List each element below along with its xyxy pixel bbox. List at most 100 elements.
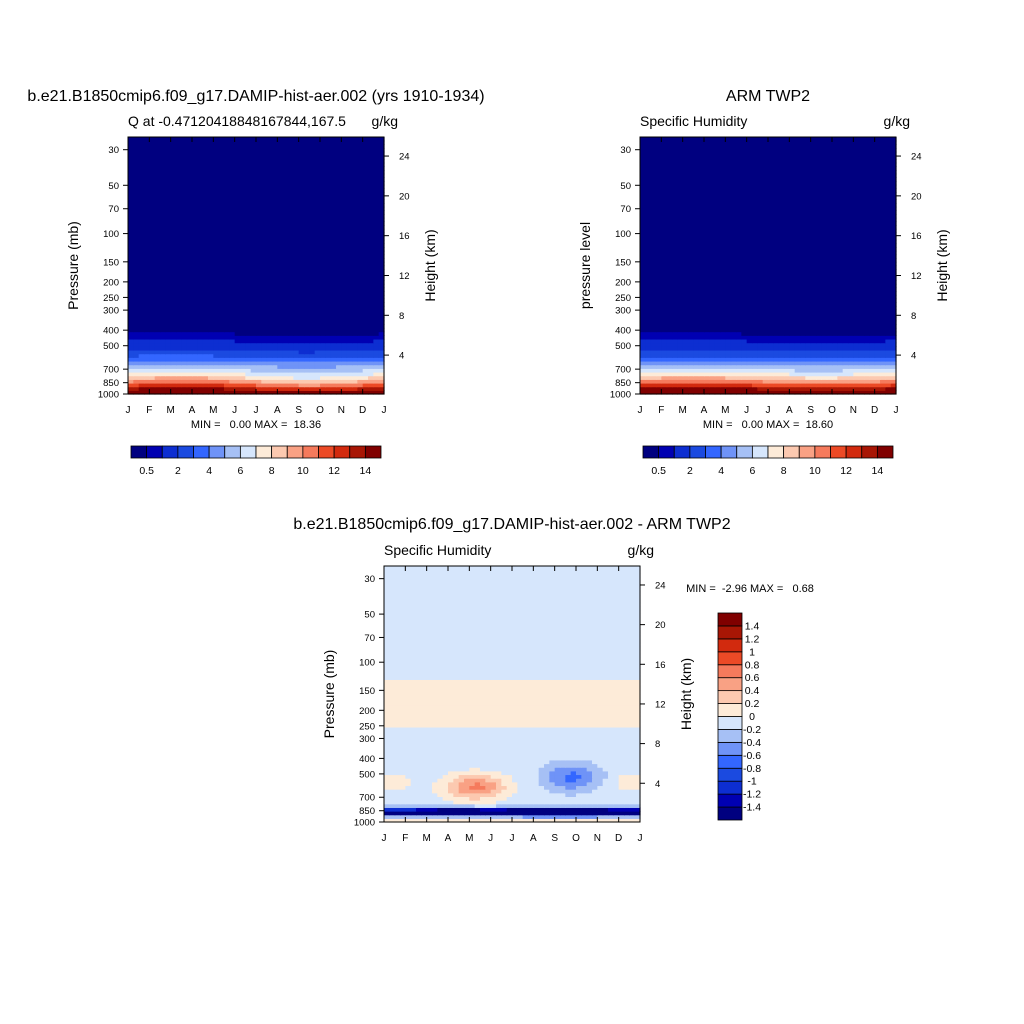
field-cell xyxy=(650,371,657,377)
field-cell xyxy=(304,302,310,307)
field-cell xyxy=(272,353,278,358)
field-cell xyxy=(762,342,769,347)
field-cell xyxy=(176,324,182,329)
field-cell xyxy=(768,371,774,377)
field-cell xyxy=(832,302,838,307)
field-cell xyxy=(688,346,694,351)
field-cell xyxy=(309,335,316,340)
field-cell xyxy=(272,338,278,344)
field-cell xyxy=(218,162,225,167)
field-cell xyxy=(186,181,193,186)
field-cell xyxy=(197,177,204,182)
field-cell xyxy=(176,217,182,223)
field-cell xyxy=(208,148,214,153)
field-cell xyxy=(341,247,348,252)
field-cell xyxy=(853,368,860,373)
field-cell xyxy=(282,221,289,226)
field-cell xyxy=(373,184,380,189)
field-cell xyxy=(245,298,252,303)
field-cell xyxy=(309,258,316,263)
field-cell xyxy=(757,364,764,369)
field-cell xyxy=(730,357,737,362)
field-cell xyxy=(250,346,257,351)
field-cell xyxy=(224,203,230,208)
field-cell xyxy=(240,346,246,351)
field-cell xyxy=(816,338,822,344)
field-cell xyxy=(293,368,300,373)
field-cell xyxy=(288,166,294,171)
field-cell xyxy=(240,390,246,395)
field-cell xyxy=(282,247,289,252)
field-cell xyxy=(197,331,204,336)
field-cell xyxy=(133,327,140,333)
field-cell xyxy=(874,390,881,395)
field-cell xyxy=(165,364,172,369)
field-cell xyxy=(229,342,236,347)
field-cell xyxy=(149,375,156,380)
field-cell xyxy=(330,151,337,156)
field-cell xyxy=(661,386,668,391)
field-cell xyxy=(709,364,716,369)
field-cell xyxy=(272,144,278,149)
field-cell xyxy=(208,195,214,201)
field-cell xyxy=(144,239,150,245)
field-cell xyxy=(858,379,865,384)
field-cell xyxy=(213,335,220,340)
field-cell xyxy=(149,203,156,208)
field-cell xyxy=(640,349,646,355)
field-cell xyxy=(202,280,209,285)
field-cell xyxy=(794,298,801,303)
field-cell xyxy=(261,217,268,223)
field-cell xyxy=(293,327,300,333)
field-cell xyxy=(720,327,726,333)
field-cell xyxy=(330,379,337,384)
field-cell xyxy=(362,335,369,340)
field-cell xyxy=(330,353,337,358)
field-cell xyxy=(197,375,204,380)
field-cell xyxy=(250,236,257,241)
field-cell xyxy=(709,280,716,285)
field-cell xyxy=(277,188,284,193)
field-cell xyxy=(266,360,273,366)
field-cell xyxy=(704,283,710,289)
field-cell xyxy=(149,269,156,274)
field-cell xyxy=(277,346,284,351)
field-cell xyxy=(277,250,284,256)
field-cell xyxy=(741,320,748,325)
field-cell xyxy=(741,302,748,307)
field-cell xyxy=(234,221,241,226)
field-cell xyxy=(277,258,284,263)
field-cell xyxy=(341,280,348,285)
field-cell xyxy=(784,302,790,307)
field-cell xyxy=(848,287,854,292)
field-cell xyxy=(213,247,220,252)
field-cell xyxy=(816,364,822,369)
field-cell xyxy=(272,291,278,296)
field-cell xyxy=(138,269,145,274)
field-cell xyxy=(266,331,273,336)
field-cell xyxy=(677,298,684,303)
field-cell xyxy=(378,236,385,241)
field-cell xyxy=(362,305,369,311)
field-cell xyxy=(240,195,246,201)
field-cell xyxy=(245,375,252,380)
field-cell xyxy=(752,346,758,351)
field-cell xyxy=(197,151,204,156)
field-cell xyxy=(245,162,252,167)
field-cell xyxy=(869,364,876,369)
field-cell xyxy=(192,261,198,267)
field-cell xyxy=(277,247,284,252)
field-cell xyxy=(352,291,358,296)
field-cell xyxy=(810,294,817,300)
field-cell xyxy=(250,342,257,347)
field-cell xyxy=(373,342,380,347)
field-cell xyxy=(149,159,156,164)
field-cell xyxy=(288,305,294,311)
field-cell xyxy=(176,349,182,355)
field-cell xyxy=(224,294,230,300)
field-cell xyxy=(208,272,214,278)
field-cell xyxy=(650,283,657,289)
field-cell xyxy=(170,151,177,156)
field-cell xyxy=(341,203,348,208)
field-cell xyxy=(864,320,870,325)
